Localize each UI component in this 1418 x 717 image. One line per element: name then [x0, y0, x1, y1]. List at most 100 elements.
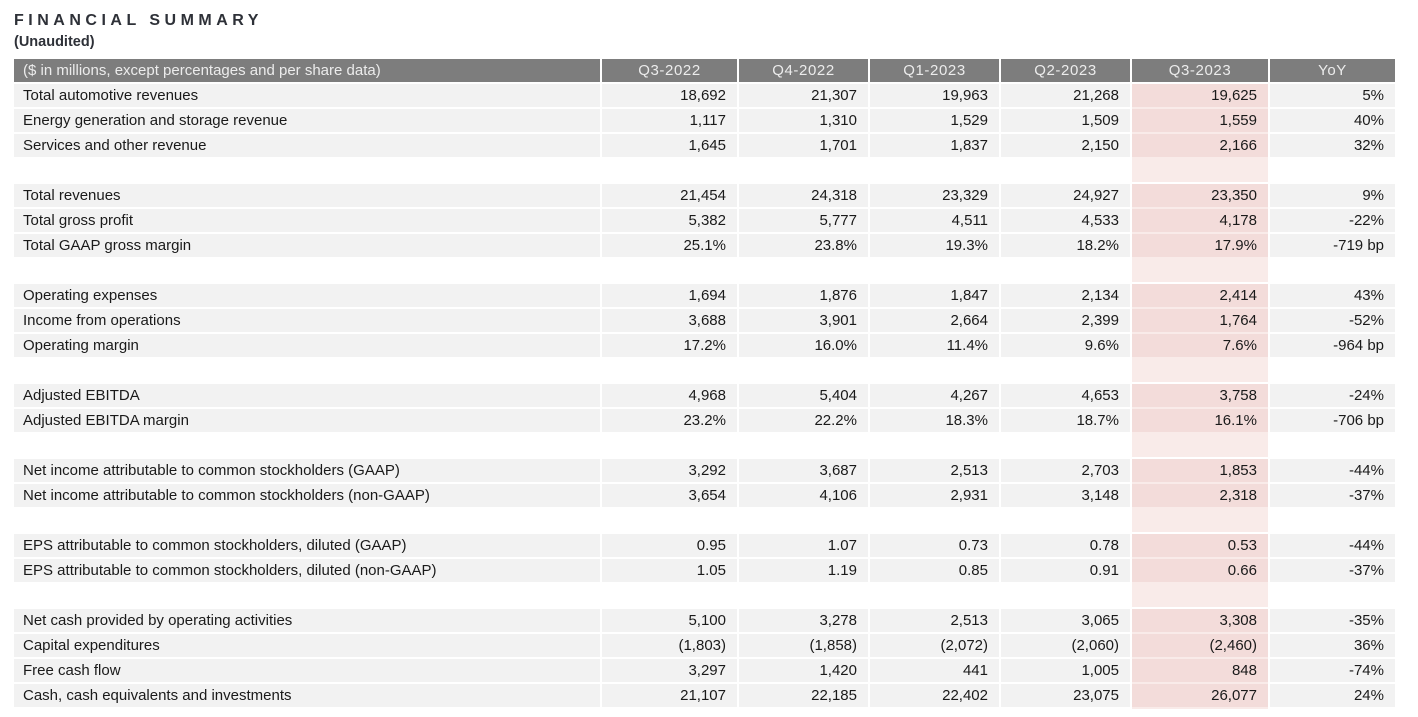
spacer-cell: [1001, 359, 1130, 382]
value-cell: 2,150: [1001, 134, 1130, 157]
value-cell: -44%: [1270, 534, 1395, 557]
value-cell: 2,513: [870, 459, 999, 482]
value-cell: 18,692: [602, 84, 737, 107]
row-label: Services and other revenue: [14, 134, 600, 157]
value-cell: 18.7%: [1001, 409, 1130, 432]
table-row: Income from operations 3,688 3,901 2,664 2,3…: [14, 309, 1395, 332]
spacer-cell: [870, 159, 999, 182]
column-header-q2-2023: Q2-2023: [1001, 59, 1130, 82]
value-cell: 4,653: [1001, 384, 1130, 407]
value-cell: 3,654: [602, 484, 737, 507]
spacer-cell: [602, 359, 737, 382]
spacer-cell: [602, 159, 737, 182]
table-row: Total automotive revenues 18,692 21,307 19,…: [14, 84, 1395, 107]
value-cell: -37%: [1270, 484, 1395, 507]
spacer-cell: [1132, 434, 1268, 457]
value-cell: 22.2%: [739, 409, 868, 432]
row-label: Operating expenses: [14, 284, 600, 307]
row-label: Cash, cash equivalents and investments: [14, 684, 600, 707]
value-cell: 2,513: [870, 609, 999, 632]
value-cell: 16.0%: [739, 334, 868, 357]
value-cell: 3,065: [1001, 609, 1130, 632]
value-cell: 0.73: [870, 534, 999, 557]
spacer-cell: [870, 584, 999, 607]
row-label: Capital expenditures: [14, 634, 600, 657]
value-cell: 24,927: [1001, 184, 1130, 207]
value-cell: 19.3%: [870, 234, 999, 257]
page-title: FINANCIAL SUMMARY: [14, 12, 263, 29]
value-cell: (2,072): [870, 634, 999, 657]
value-cell: 24,318: [739, 184, 868, 207]
value-cell: 21,454: [602, 184, 737, 207]
value-cell: 3,901: [739, 309, 868, 332]
value-cell: 1,117: [602, 109, 737, 132]
value-cell: 5,382: [602, 209, 737, 232]
section-spacer: [14, 359, 1395, 382]
spacer-cell: [739, 434, 868, 457]
value-cell: 1,559: [1132, 109, 1268, 132]
value-cell: 21,268: [1001, 84, 1130, 107]
value-cell: 441: [870, 659, 999, 682]
table-header-label: ($ in millions, except percentages and p…: [14, 59, 600, 82]
value-cell: 32%: [1270, 134, 1395, 157]
column-header-q4-2022: Q4-2022: [739, 59, 868, 82]
row-label: Total automotive revenues: [14, 84, 600, 107]
value-cell: 2,703: [1001, 459, 1130, 482]
value-cell: 18.3%: [870, 409, 999, 432]
value-cell: 23,350: [1132, 184, 1268, 207]
spacer-cell: [870, 259, 999, 282]
value-cell: 1,310: [739, 109, 868, 132]
value-cell: 23,075: [1001, 684, 1130, 707]
value-cell: 9%: [1270, 184, 1395, 207]
value-cell: (2,460): [1132, 634, 1268, 657]
row-label: EPS attributable to common stockholders,…: [14, 559, 600, 582]
value-cell: -35%: [1270, 609, 1395, 632]
table-row: Services and other revenue 1,645 1,701 1,83…: [14, 134, 1395, 157]
page-subtitle: (Unaudited): [14, 34, 95, 50]
value-cell: 5,777: [739, 209, 868, 232]
row-label: Total revenues: [14, 184, 600, 207]
value-cell: 1,853: [1132, 459, 1268, 482]
column-header-q3-2023: Q3-2023: [1132, 59, 1268, 82]
value-cell: -706 bp: [1270, 409, 1395, 432]
table-row: Operating margin 17.2% 16.0% 11.4% 9.6% 7.6% -…: [14, 334, 1395, 357]
value-cell: -37%: [1270, 559, 1395, 582]
table-row: Operating expenses 1,694 1,876 1,847 2,134 2,…: [14, 284, 1395, 307]
value-cell: (1,858): [739, 634, 868, 657]
spacer-cell: [739, 509, 868, 532]
row-label: Income from operations: [14, 309, 600, 332]
value-cell: 2,664: [870, 309, 999, 332]
spacer-cell: [739, 159, 868, 182]
spacer-cell: [1132, 259, 1268, 282]
value-cell: 1,694: [602, 284, 737, 307]
value-cell: 3,148: [1001, 484, 1130, 507]
value-cell: 4,178: [1132, 209, 1268, 232]
spacer-cell: [14, 509, 600, 532]
financial-table: ($ in millions, except percentages and p…: [14, 59, 1395, 707]
value-cell: 23,329: [870, 184, 999, 207]
value-cell: (1,803): [602, 634, 737, 657]
value-cell: 40%: [1270, 109, 1395, 132]
table-row: EPS attributable to common stockholders,…: [14, 559, 1395, 582]
value-cell: 24%: [1270, 684, 1395, 707]
column-header-q1-2023: Q1-2023: [870, 59, 999, 82]
value-cell: -74%: [1270, 659, 1395, 682]
value-cell: 2,399: [1001, 309, 1130, 332]
spacer-cell: [1270, 159, 1395, 182]
spacer-cell: [602, 584, 737, 607]
value-cell: -719 bp: [1270, 234, 1395, 257]
value-cell: 0.53: [1132, 534, 1268, 557]
spacer-cell: [1001, 159, 1130, 182]
value-cell: -964 bp: [1270, 334, 1395, 357]
table-row: Cash, cash equivalents and investments 21…: [14, 684, 1395, 707]
table-row: Adjusted EBITDA margin 23.2% 22.2% 18.3% 18.…: [14, 409, 1395, 432]
row-label: Adjusted EBITDA: [14, 384, 600, 407]
value-cell: 1,509: [1001, 109, 1130, 132]
value-cell: 19,963: [870, 84, 999, 107]
value-cell: -24%: [1270, 384, 1395, 407]
spacer-cell: [1132, 584, 1268, 607]
table-header-row: ($ in millions, except percentages and p…: [14, 59, 1395, 82]
spacer-cell: [739, 584, 868, 607]
spacer-cell: [1001, 509, 1130, 532]
